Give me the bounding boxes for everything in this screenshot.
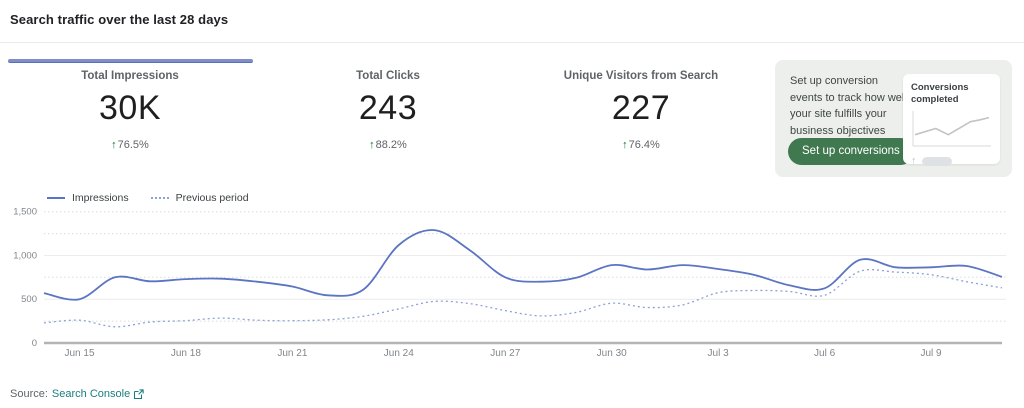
- source-link-label: Search Console: [51, 388, 131, 400]
- svg-text:Jul 9: Jul 9: [920, 348, 942, 359]
- svg-text:Jun 27: Jun 27: [490, 348, 520, 359]
- page-title: Search traffic over the last 28 days: [10, 12, 229, 27]
- source-line: Source: Search Console: [10, 388, 144, 400]
- metric-unique-visitors: Unique Visitors from Search 227 ↑76.4%: [536, 70, 746, 151]
- conversions-preview-card: Conversions completed ↑: [903, 74, 1000, 167]
- metric-delta-value: 88.2%: [375, 139, 407, 151]
- source-label: Source:: [10, 388, 48, 400]
- up-arrow-icon: ↑: [111, 139, 117, 151]
- metric-delta: ↑76.5%: [25, 139, 235, 151]
- conversions-promo-text: Set up conversion events to track how we…: [790, 75, 907, 137]
- up-arrow-icon: ↑: [911, 154, 917, 167]
- conversions-preview-title: Conversions completed: [911, 82, 969, 105]
- up-arrow-icon: ↑: [369, 139, 375, 151]
- chart-legend: Impressions Previous period: [47, 192, 249, 204]
- svg-text:Jul 6: Jul 6: [814, 348, 836, 359]
- legend-label: Impressions: [72, 192, 129, 204]
- metric-label: Unique Visitors from Search: [563, 70, 719, 82]
- carousel-indicator: [8, 59, 253, 63]
- metric-value: 30K: [99, 89, 161, 127]
- search-traffic-line-chart: 0 500 1,000 1,500 Jun 15 Jun 18 Jun 21 Jun 24 Ju…: [0, 205, 1024, 363]
- metric-label: Total Clicks: [356, 70, 420, 82]
- up-arrow-icon: ↑: [622, 139, 628, 151]
- legend-item-impressions: Impressions: [47, 192, 129, 204]
- svg-text:Jun 30: Jun 30: [597, 348, 627, 359]
- svg-text:Jun 24: Jun 24: [384, 348, 414, 359]
- metric-delta: ↑88.2%: [283, 139, 493, 151]
- svg-text:500: 500: [21, 294, 37, 305]
- dotted-line-swatch-icon: [150, 197, 169, 199]
- search-console-link[interactable]: Search Console: [52, 388, 144, 400]
- placeholder-row: ↑: [911, 154, 992, 167]
- svg-text:Jun 18: Jun 18: [171, 348, 201, 359]
- svg-text:1,000: 1,000: [13, 251, 37, 262]
- svg-text:Jun 15: Jun 15: [64, 348, 94, 359]
- divider: [0, 42, 1024, 43]
- external-link-icon: [134, 388, 144, 399]
- metric-value: 227: [611, 89, 671, 127]
- svg-text:Jul 3: Jul 3: [708, 348, 730, 359]
- legend-item-previous-period: Previous period: [150, 192, 249, 204]
- metric-total-impressions: Total Impressions 30K ↑76.5%: [25, 70, 235, 151]
- setup-conversions-card: Set up conversion events to track how we…: [775, 60, 1012, 177]
- svg-text:0: 0: [32, 338, 37, 349]
- svg-text:1,500: 1,500: [13, 207, 37, 218]
- metric-delta: ↑76.4%: [536, 139, 746, 151]
- metric-label: Total Impressions: [81, 70, 179, 82]
- legend-label: Previous period: [175, 192, 249, 204]
- metric-total-clicks: Total Clicks 243 ↑88.2%: [283, 70, 493, 151]
- metric-delta-value: 76.5%: [117, 139, 149, 151]
- placeholder-pill: [921, 156, 952, 166]
- set-up-conversions-button[interactable]: Set up conversions: [788, 138, 914, 165]
- metric-delta-value: 76.4%: [628, 139, 660, 151]
- svg-text:Jun 21: Jun 21: [277, 348, 307, 359]
- solid-line-swatch-icon: [47, 197, 65, 199]
- conversions-mini-chart: [911, 109, 992, 154]
- metric-value: 243: [358, 89, 418, 127]
